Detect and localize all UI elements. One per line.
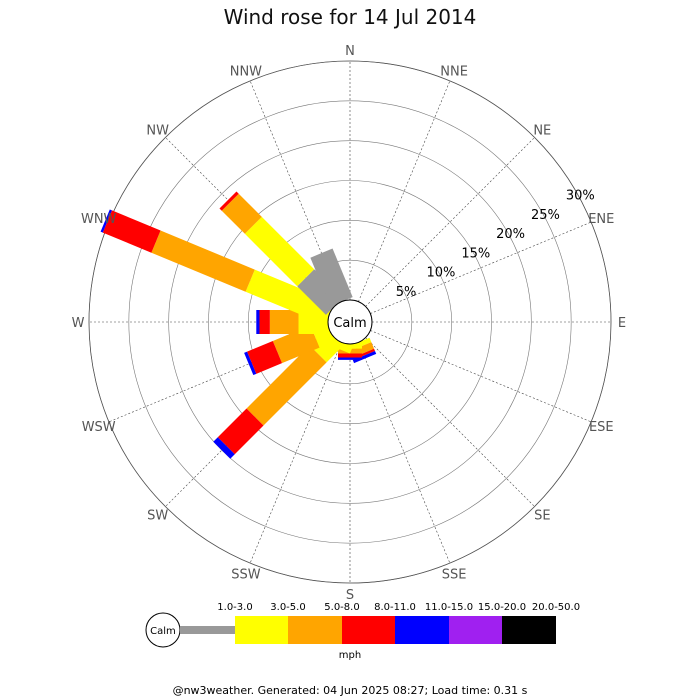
direction-label-n: N — [345, 44, 355, 59]
direction-label-nnw: NNW — [230, 65, 262, 80]
direction-label-se: SE — [534, 508, 550, 523]
legend-label-11.0-15.0: 11.0-15.0 — [425, 602, 473, 613]
legend-unit: mph — [339, 650, 361, 661]
legend-swatch-5.0-8.0 — [288, 616, 342, 644]
legend-calm-label: Calm — [150, 626, 176, 637]
calm-label: Calm — [333, 316, 366, 331]
radial-tick-5: 5% — [396, 285, 417, 300]
bar-w-5.0-8.0 — [269, 310, 299, 334]
direction-label-ese: ESE — [589, 420, 614, 435]
bar-wnw-8.0-11.0 — [102, 210, 161, 253]
bar-s-8.0-11.0 — [338, 353, 362, 358]
radial-tick-30: 30% — [566, 189, 595, 204]
direction-label-s: S — [346, 588, 354, 603]
legend-swatch-20.0-50.0 — [502, 616, 556, 644]
radial-tick-10: 10% — [426, 266, 455, 281]
grid-ring — [168, 140, 532, 504]
bar-w-11.0-15.0 — [256, 310, 260, 334]
legend-label-5.0-8.0: 5.0-8.0 — [324, 602, 359, 613]
legend-label-3.0-5.0: 3.0-5.0 — [270, 602, 305, 613]
direction-label-wnw: WNW — [81, 212, 117, 227]
bar-wnw-3.0-5.0 — [245, 269, 335, 325]
grid-ring — [128, 100, 572, 544]
bar-s-11.0-15.0 — [338, 357, 362, 360]
radial-tick-20: 20% — [496, 227, 525, 242]
bar-wnw-5.0-8.0 — [151, 230, 255, 292]
bar-nw-3.0-5.0 — [244, 216, 315, 287]
bar-wnw-11.0-15.0 — [100, 209, 112, 233]
direction-label-e: E — [618, 316, 626, 331]
bar-sw-5.0-8.0 — [246, 345, 327, 426]
direction-label-ene: ENE — [588, 212, 614, 227]
direction-labels: N NNE NE ENE E ESE SE SSE S SSW SW WSW W WNW NW NNW — [72, 44, 627, 603]
bar-nnw-1.0-3.0 — [310, 248, 353, 307]
grid-outer-ring — [88, 60, 612, 584]
legend-label-1.0-3.0: 1.0-3.0 — [217, 602, 252, 613]
legend-swatch-15.0-20.0 — [449, 616, 502, 644]
radial-tick-15: 15% — [461, 246, 490, 261]
direction-label-nw: NW — [146, 124, 169, 139]
direction-label-wsw: WSW — [82, 420, 116, 435]
footer-text: @nw3weather. Generated: 04 Jun 2025 08:2… — [173, 684, 528, 697]
bar-nw-5.0-8.0 — [221, 193, 262, 234]
legend-swatch-8.0-11.0 — [342, 616, 395, 644]
bar-wsw-8.0-11.0 — [247, 340, 283, 374]
grid-ring — [248, 220, 452, 424]
bar-w-8.0-11.0 — [259, 310, 270, 334]
bar-nw-8.0-11.0 — [219, 191, 239, 211]
chart-title: Wind rose for 14 Jul 2014 — [224, 5, 477, 29]
speed-legend: Calm 1.0-3.0 3.0-5.0 5.0-8.0 8.0-11.0 11.0-15… — [145, 602, 580, 661]
calm-circle: Calm — [327, 299, 373, 345]
legend-swatch-3.0-5.0 — [235, 616, 288, 644]
bar-wsw-11.0-15.0 — [244, 351, 257, 376]
radial-tick-25: 25% — [531, 208, 560, 223]
direction-label-sse: SSE — [442, 567, 467, 582]
legend-label-20.0-50.0: 20.0-50.0 — [532, 602, 580, 613]
legend-label-15.0-20.0: 15.0-20.0 — [478, 602, 526, 613]
bar-sw-8.0-11.0 — [217, 408, 264, 455]
bar-sse-11.0-15.0 — [352, 350, 377, 364]
legend-label-8.0-11.0: 8.0-11.0 — [374, 602, 416, 613]
wind-bars — [100, 191, 377, 459]
polar-grid — [88, 60, 612, 584]
bar-sw-11.0-15.0 — [213, 437, 235, 459]
direction-label-sw: SW — [147, 508, 168, 523]
grid-ring — [208, 180, 492, 464]
radial-tick-labels: 5% 10% 15% 20% 25% 30% — [396, 189, 595, 301]
legend-swatch-11.0-15.0 — [395, 616, 449, 644]
direction-label-nne: NNE — [440, 65, 468, 80]
bar-wsw-5.0-8.0 — [272, 325, 320, 364]
direction-label-w: W — [72, 316, 85, 331]
direction-label-ne: NE — [533, 124, 551, 139]
direction-label-ssw: SSW — [231, 567, 261, 582]
legend-swatch-1.0-3.0 — [180, 626, 235, 634]
